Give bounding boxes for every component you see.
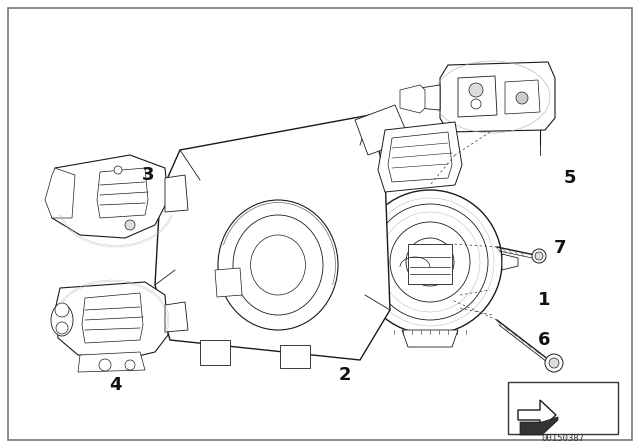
Polygon shape [440,62,555,132]
Circle shape [535,252,543,260]
Text: 7: 7 [554,239,566,257]
Text: 2: 2 [339,366,351,384]
Polygon shape [355,105,410,155]
Circle shape [471,99,481,109]
Ellipse shape [218,200,338,330]
Circle shape [516,92,528,104]
Polygon shape [502,254,518,270]
Text: 6: 6 [538,331,550,349]
Circle shape [55,303,69,317]
Polygon shape [505,80,540,114]
Polygon shape [165,175,188,212]
Circle shape [372,204,488,320]
Text: 1: 1 [538,291,550,309]
Text: 5: 5 [564,169,576,187]
Polygon shape [378,122,462,192]
Circle shape [99,359,111,371]
Polygon shape [408,244,452,284]
Polygon shape [52,155,168,238]
Polygon shape [165,302,188,332]
Polygon shape [155,115,390,360]
Circle shape [545,354,563,372]
Circle shape [358,190,502,334]
Ellipse shape [233,215,323,315]
Polygon shape [45,168,75,218]
Polygon shape [78,352,145,372]
Polygon shape [215,268,242,297]
Polygon shape [82,293,143,343]
Text: 3: 3 [141,166,154,184]
Circle shape [56,322,68,334]
Polygon shape [418,85,440,110]
Circle shape [406,238,454,286]
Text: 4: 4 [109,376,121,394]
Polygon shape [402,330,458,347]
Polygon shape [97,168,148,218]
Circle shape [532,249,546,263]
Ellipse shape [250,235,305,295]
Ellipse shape [51,304,73,336]
Polygon shape [335,240,358,267]
Circle shape [390,222,470,302]
Bar [508,382,618,434]
Polygon shape [458,76,497,117]
Polygon shape [388,132,452,182]
Text: 00150387: 00150387 [541,434,584,443]
Polygon shape [55,282,168,358]
Polygon shape [200,340,230,365]
Polygon shape [400,85,425,113]
Polygon shape [520,417,558,435]
Circle shape [114,166,122,174]
Circle shape [549,358,559,368]
Circle shape [125,360,135,370]
Polygon shape [280,345,310,368]
Circle shape [125,220,135,230]
Polygon shape [518,400,556,430]
Circle shape [469,83,483,97]
